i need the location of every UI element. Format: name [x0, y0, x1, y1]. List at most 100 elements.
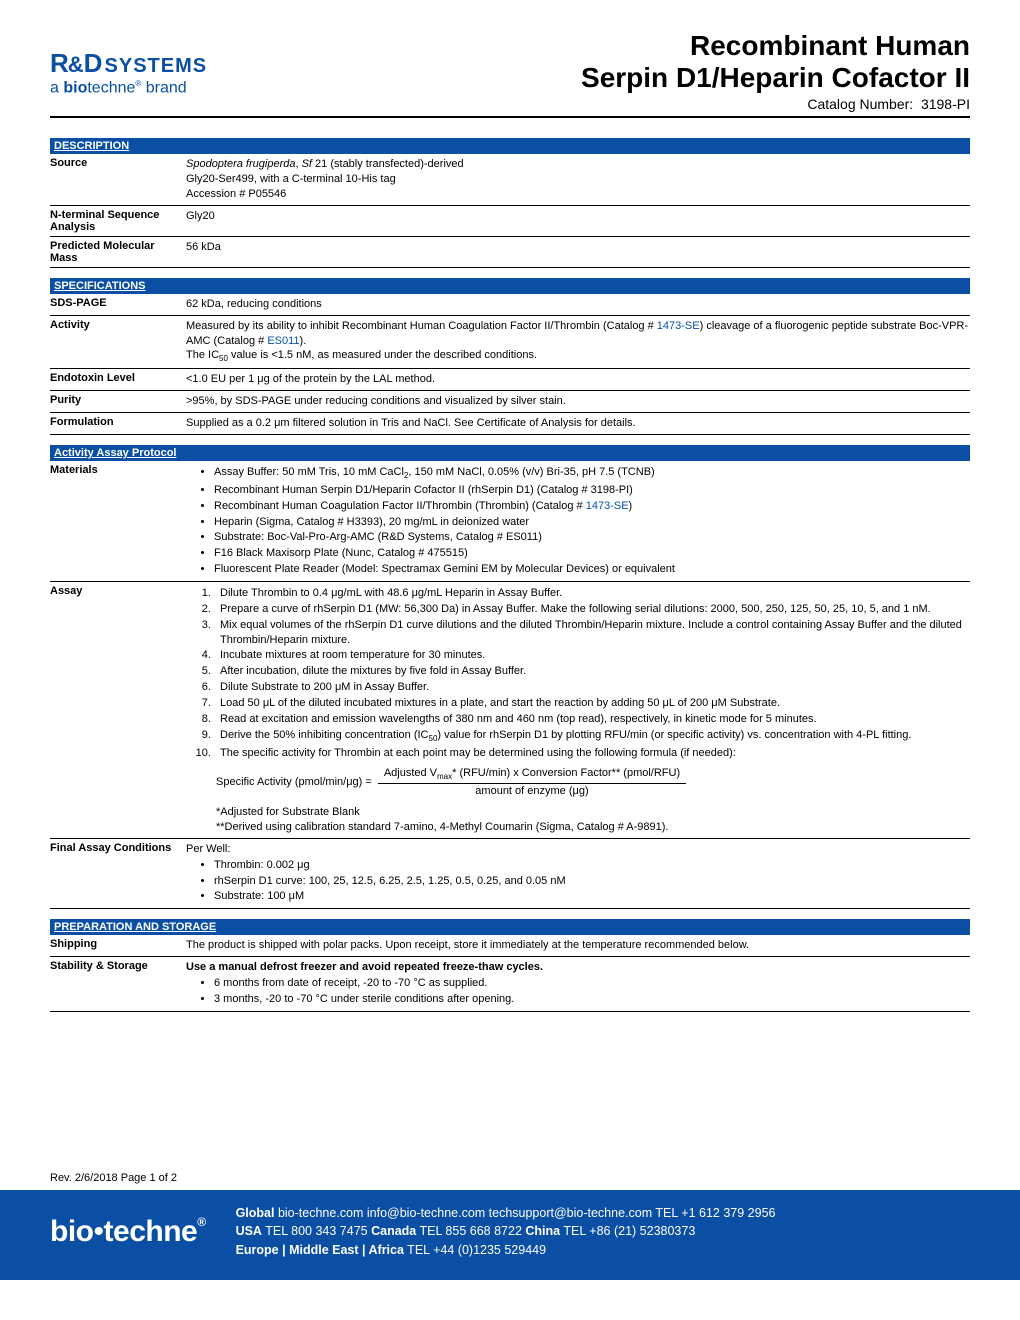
list-item: Thrombin: 0.002 μg — [214, 858, 970, 873]
specifications-header: SPECIFICATIONS — [50, 278, 970, 294]
stability-label: Stability & Storage — [50, 960, 186, 972]
formula-left: Specific Activity (pmol/min/μg) = — [216, 775, 372, 790]
list-item: Substrate: Boc-Val-Pro-Arg-AMC (R&D Syst… — [214, 530, 970, 545]
materials-row: Materials Assay Buffer: 50 mM Tris, 10 m… — [50, 461, 970, 582]
row-label: N-terminal Sequence Analysis — [50, 209, 186, 233]
row-value: <1.0 EU per 1 μg of the protein by the L… — [186, 372, 970, 387]
list-item: The specific activity for Thrombin at ea… — [214, 746, 970, 761]
shipping-value: The product is shipped with polar packs.… — [186, 938, 970, 953]
footer-line1: Global bio-techne.com info@bio-techne.co… — [236, 1204, 776, 1223]
footer-line3: Europe | Middle East | Africa TEL +44 (0… — [236, 1241, 776, 1260]
footer-text: Global bio-techne.com info@bio-techne.co… — [236, 1204, 776, 1260]
table-row: Purity>95%, by SDS-PAGE under reducing c… — [50, 391, 970, 413]
formula-block: Specific Activity (pmol/min/μg) = Adjust… — [216, 766, 970, 799]
specifications-section: SPECIFICATIONS SDS-PAGE62 kDa, reducing … — [50, 278, 970, 435]
row-value: Measured by its ability to inhibit Recom… — [186, 319, 970, 366]
logo-d: D — [84, 48, 102, 78]
product-title: Recombinant Human Serpin D1/Heparin Cofa… — [581, 30, 970, 94]
row-value: Spodoptera frugiperda, Sf 21 (stably tra… — [186, 157, 970, 202]
title-line2: Serpin D1/Heparin Cofactor II — [581, 62, 970, 93]
assay-protocol-section: Activity Assay Protocol Materials Assay … — [50, 445, 970, 909]
page-footer: bio•techne® Global bio-techne.com info@b… — [0, 1190, 1020, 1280]
list-item: Prepare a curve of rhSerpin D1 (MW: 56,3… — [214, 602, 970, 617]
stability-value: Use a manual defrost freezer and avoid r… — [186, 960, 970, 1008]
list-item: Fluorescent Plate Reader (Model: Spectra… — [214, 562, 970, 577]
table-row: N-terminal Sequence AnalysisGly20 — [50, 206, 970, 237]
table-row: SourceSpodoptera frugiperda, Sf 21 (stab… — [50, 154, 970, 206]
prep-storage-section: PREPARATION AND STORAGE Shipping The pro… — [50, 919, 970, 1011]
final-intro: Per Well: — [186, 842, 970, 857]
logo-r: R — [50, 48, 68, 78]
row-value: 62 kDa, reducing conditions — [186, 297, 970, 312]
row-value: Gly20 — [186, 209, 970, 224]
logo-main: R&D SYSTEMS — [50, 48, 207, 79]
list-item: Recombinant Human Coagulation Factor II/… — [214, 499, 970, 514]
row-label: Source — [50, 157, 186, 169]
catalog-label: Catalog Number: — [807, 96, 913, 112]
shipping-row: Shipping The product is shipped with pol… — [50, 935, 970, 957]
table-row: Predicted Molecular Mass56 kDa — [50, 237, 970, 268]
row-value: 56 kDa — [186, 240, 970, 255]
stability-intro: Use a manual defrost freezer and avoid r… — [186, 961, 543, 973]
list-item: Read at excitation and emission waveleng… — [214, 712, 970, 727]
materials-label: Materials — [50, 464, 186, 476]
row-value: Supplied as a 0.2 μm filtered solution i… — [186, 416, 970, 431]
footer-logo: bio•techne® — [50, 1215, 206, 1249]
materials-value: Assay Buffer: 50 mM Tris, 10 mM CaCl2, 1… — [186, 464, 970, 578]
description-section: DESCRIPTION SourceSpodoptera frugiperda,… — [50, 138, 970, 268]
catalog-number: Catalog Number: 3198-PI — [581, 96, 970, 112]
title-block: Recombinant Human Serpin D1/Heparin Cofa… — [581, 30, 970, 112]
final-conditions-label: Final Assay Conditions — [50, 842, 186, 854]
page-header: R&D SYSTEMS a biotechne® brand Recombina… — [50, 30, 970, 118]
row-value: >95%, by SDS-PAGE under reducing conditi… — [186, 394, 970, 409]
list-item: Substrate: 100 μM — [214, 889, 970, 904]
note-2: **Derived using calibration standard 7-a… — [216, 820, 970, 835]
row-label: Predicted Molecular Mass — [50, 240, 186, 264]
list-item: After incubation, dilute the mixtures by… — [214, 664, 970, 679]
list-item: 6 months from date of receipt, -20 to -7… — [214, 976, 970, 991]
formula-fraction: Adjusted Vmax* (RFU/min) x Conversion Fa… — [378, 766, 686, 799]
formula-denominator: amount of enzyme (μg) — [378, 784, 686, 799]
assay-value: Dilute Thrombin to 0.4 μg/mL with 48.6 μ… — [186, 585, 970, 835]
list-item: 3 months, -20 to -70 °C under sterile co… — [214, 992, 970, 1007]
list-item: Load 50 μL of the diluted incubated mixt… — [214, 696, 970, 711]
list-item: Derive the 50% inhibiting concentration … — [214, 728, 970, 745]
row-label: Purity — [50, 394, 186, 406]
table-row: Endotoxin Level<1.0 EU per 1 μg of the p… — [50, 369, 970, 391]
note-1: *Adjusted for Substrate Blank — [216, 805, 970, 820]
list-item: Dilute Substrate to 200 μM in Assay Buff… — [214, 680, 970, 695]
row-label: Endotoxin Level — [50, 372, 186, 384]
list-item: F16 Black Maxisorp Plate (Nunc, Catalog … — [214, 546, 970, 561]
catalog-value: 3198-PI — [921, 96, 970, 112]
list-item: Dilute Thrombin to 0.4 μg/mL with 48.6 μ… — [214, 586, 970, 601]
description-header: DESCRIPTION — [50, 138, 970, 154]
list-item: Heparin (Sigma, Catalog # H3393), 20 mg/… — [214, 515, 970, 530]
table-row: ActivityMeasured by its ability to inhib… — [50, 316, 970, 370]
assay-row: Assay Dilute Thrombin to 0.4 μg/mL with … — [50, 582, 970, 839]
row-label: Formulation — [50, 416, 186, 428]
shipping-label: Shipping — [50, 938, 186, 950]
row-label: SDS-PAGE — [50, 297, 186, 309]
list-item: Incubate mixtures at room temperature fo… — [214, 648, 970, 663]
table-row: SDS-PAGE62 kDa, reducing conditions — [50, 294, 970, 316]
footer-line2: USA TEL 800 343 7475 Canada TEL 855 668 … — [236, 1222, 776, 1241]
list-item: Recombinant Human Serpin D1/Heparin Cofa… — [214, 483, 970, 498]
final-conditions-value: Per Well: Thrombin: 0.002 μgrhSerpin D1 … — [186, 842, 970, 905]
row-label: Activity — [50, 319, 186, 331]
logo-subtitle: a biotechne® brand — [50, 79, 207, 97]
list-item: rhSerpin D1 curve: 100, 25, 12.5, 6.25, … — [214, 874, 970, 889]
revision-text: Rev. 2/6/2018 Page 1 of 2 — [50, 1172, 970, 1184]
title-line1: Recombinant Human — [690, 30, 970, 61]
assay-label: Assay — [50, 585, 186, 597]
table-row: FormulationSupplied as a 0.2 μm filtered… — [50, 413, 970, 435]
list-item: Mix equal volumes of the rhSerpin D1 cur… — [214, 618, 970, 648]
logo-block: R&D SYSTEMS a biotechne® brand — [50, 30, 207, 97]
final-conditions-row: Final Assay Conditions Per Well: Thrombi… — [50, 839, 970, 909]
assay-protocol-header: Activity Assay Protocol — [50, 445, 970, 461]
list-item: Assay Buffer: 50 mM Tris, 10 mM CaCl2, 1… — [214, 465, 970, 482]
formula-notes: *Adjusted for Substrate Blank **Derived … — [216, 805, 970, 835]
formula-numerator: Adjusted Vmax* (RFU/min) x Conversion Fa… — [378, 766, 686, 784]
logo-systems: SYSTEMS — [105, 55, 208, 77]
prep-storage-header: PREPARATION AND STORAGE — [50, 919, 970, 935]
stability-row: Stability & Storage Use a manual defrost… — [50, 957, 970, 1012]
